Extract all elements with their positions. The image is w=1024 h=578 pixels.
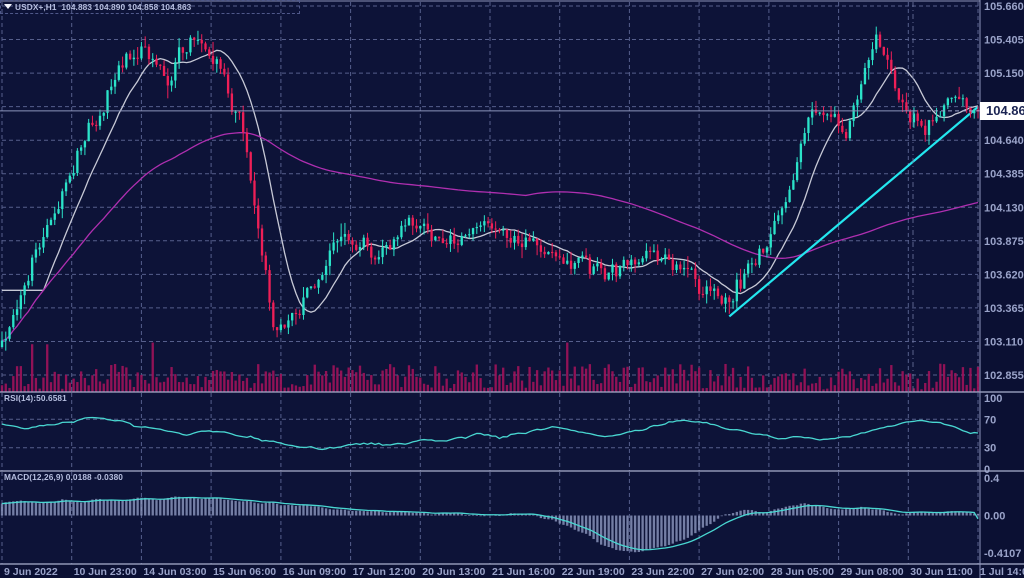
svg-text:104.130: 104.130: [984, 202, 1024, 214]
svg-text:-0.4107: -0.4107: [984, 548, 1021, 560]
svg-text:104.385: 104.385: [984, 169, 1024, 181]
svg-text:70: 70: [984, 414, 996, 426]
svg-text:103.110: 103.110: [984, 337, 1023, 349]
svg-text:103.875: 103.875: [984, 236, 1024, 248]
svg-text:30 Jun 11:00: 30 Jun 11:00: [910, 566, 973, 578]
svg-text:30: 30: [984, 443, 996, 455]
svg-text:16 Jun 09:00: 16 Jun 09:00: [283, 566, 346, 578]
svg-text:27 Jun 02:00: 27 Jun 02:00: [701, 566, 764, 578]
svg-text:102.855: 102.855: [984, 370, 1024, 382]
svg-text:105.405: 105.405: [984, 35, 1024, 47]
svg-text:104.640: 104.640: [984, 135, 1024, 147]
svg-text:14 Jun 03:00: 14 Jun 03:00: [143, 566, 206, 578]
svg-text:9 Jun 2022: 9 Jun 2022: [4, 566, 58, 578]
svg-text:20 Jun 13:00: 20 Jun 13:00: [422, 566, 485, 578]
svg-text:100: 100: [984, 393, 1002, 405]
svg-text:10 Jun 23:00: 10 Jun 23:00: [74, 566, 137, 578]
svg-text:17 Jun 12:00: 17 Jun 12:00: [353, 566, 416, 578]
svg-text:0.00: 0.00: [984, 511, 1005, 523]
svg-text:0.4: 0.4: [984, 473, 1000, 485]
svg-text:22 Jun 19:00: 22 Jun 19:00: [562, 566, 625, 578]
svg-text:105.660: 105.660: [984, 1, 1024, 13]
svg-text:28 Jun 05:00: 28 Jun 05:00: [771, 566, 834, 578]
svg-text:23 Jun 22:00: 23 Jun 22:00: [631, 566, 694, 578]
svg-text:105.150: 105.150: [984, 68, 1024, 80]
svg-text:21 Jun 16:00: 21 Jun 16:00: [492, 566, 555, 578]
svg-text:1 Jul 14:00: 1 Jul 14:00: [980, 566, 1024, 578]
svg-text:15 Jun 06:00: 15 Jun 06:00: [213, 566, 276, 578]
svg-text:103.620: 103.620: [984, 269, 1024, 281]
svg-text:103.365: 103.365: [984, 303, 1024, 315]
svg-text:29 Jun 08:00: 29 Jun 08:00: [841, 566, 904, 578]
